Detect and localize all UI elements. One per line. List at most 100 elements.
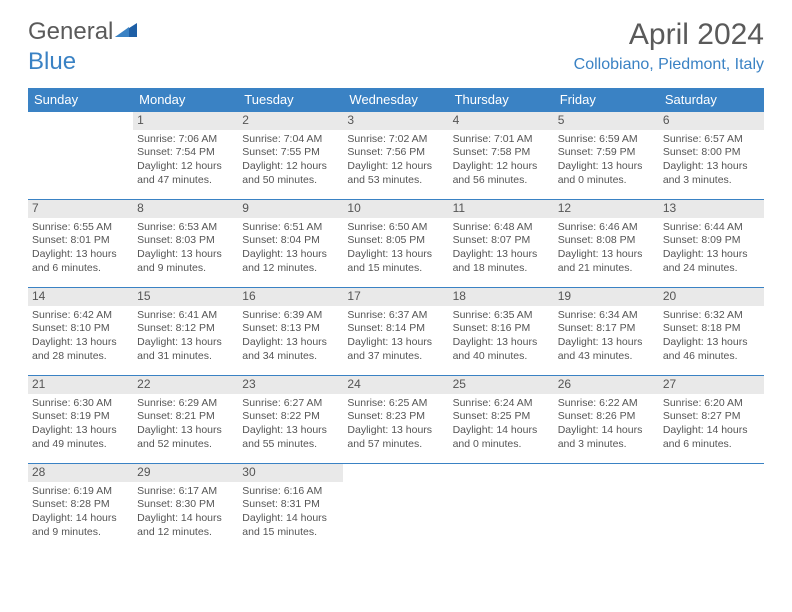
day-number: 13 xyxy=(659,200,764,218)
day-details: Sunrise: 6:22 AMSunset: 8:26 PMDaylight:… xyxy=(558,397,655,452)
calendar-cell xyxy=(28,112,133,200)
day-number: 25 xyxy=(449,376,554,394)
day-number: 19 xyxy=(554,288,659,306)
calendar-cell: 2Sunrise: 7:04 AMSunset: 7:55 PMDaylight… xyxy=(238,112,343,200)
day-details: Sunrise: 6:57 AMSunset: 8:00 PMDaylight:… xyxy=(663,133,760,188)
calendar-row: 21 Sunrise: 6:30 AMSunset: 8:19 PMDayligh… xyxy=(28,376,764,464)
calendar-cell: 4 Sunrise: 7:01 AMSunset: 7:58 PMDaylight… xyxy=(449,112,554,200)
logo-sub: Blue xyxy=(28,48,76,76)
calendar-cell: 27Sunrise: 6:20 AMSunset: 8:27 PMDayligh… xyxy=(659,376,764,464)
calendar-cell: 19 Sunrise: 6:34 AMSunset: 8:17 PMDayligh… xyxy=(554,288,659,376)
day-details: Sunrise: 6:46 AMSunset: 8:08 PMDaylight:… xyxy=(558,221,655,276)
day-details: Sunrise: 6:37 AMSunset: 8:14 PMDaylight:… xyxy=(347,309,444,364)
day-details: Sunrise: 6:30 AMSunset: 8:19 PMDaylight:… xyxy=(32,397,129,452)
day-number: 6 xyxy=(659,112,764,130)
logo: General xyxy=(28,18,137,46)
calendar-cell: 1 Sunrise: 7:06 AMSunset: 7:54 PMDaylight… xyxy=(133,112,238,200)
calendar-cell: 10Sunrise: 6:50 AMSunset: 8:05 PMDayligh… xyxy=(343,200,448,288)
calendar-cell: 11 Sunrise: 6:48 AMSunset: 8:07 PMDayligh… xyxy=(449,200,554,288)
day-details: Sunrise: 7:02 AMSunset: 7:56 PMDaylight:… xyxy=(347,133,444,188)
calendar-cell xyxy=(554,464,659,552)
calendar-cell: 8Sunrise: 6:53 AMSunset: 8:03 PMDaylight… xyxy=(133,200,238,288)
day-details: Sunrise: 6:20 AMSunset: 8:27 PMDaylight:… xyxy=(663,397,760,452)
day-number: 23 xyxy=(238,376,343,394)
day-details: Sunrise: 6:32 AMSunset: 8:18 PMDaylight:… xyxy=(663,309,760,364)
calendar-row: 28 Sunrise: 6:19 AMSunset: 8:28 PMDayligh… xyxy=(28,464,764,552)
calendar-cell: 22Sunrise: 6:29 AMSunset: 8:21 PMDayligh… xyxy=(133,376,238,464)
location-subtitle: Collobiano, Piedmont, Italy xyxy=(574,56,764,74)
day-details: Sunrise: 6:27 AMSunset: 8:22 PMDaylight:… xyxy=(242,397,339,452)
day-details: Sunrise: 7:01 AMSunset: 7:58 PMDaylight:… xyxy=(453,133,550,188)
day-number: 20 xyxy=(659,288,764,306)
day-number: 26 xyxy=(554,376,659,394)
day-number: 12 xyxy=(554,200,659,218)
calendar-cell: 9 Sunrise: 6:51 AMSunset: 8:04 PMDaylight… xyxy=(238,200,343,288)
calendar-body: 1 Sunrise: 7:06 AMSunset: 7:54 PMDaylight… xyxy=(28,112,764,552)
calendar-head: SundayMondayTuesdayWednesdayThursdayFrid… xyxy=(28,88,764,112)
day-details: Sunrise: 6:17 AMSunset: 8:30 PMDaylight:… xyxy=(137,485,234,540)
day-details: Sunrise: 6:19 AMSunset: 8:28 PMDaylight:… xyxy=(32,485,129,540)
calendar-cell: 29 Sunrise: 6:17 AMSunset: 8:30 PMDayligh… xyxy=(133,464,238,552)
weekday-header: Thursday xyxy=(449,88,554,112)
day-number: 11 xyxy=(449,200,554,218)
calendar-cell: 6 Sunrise: 6:57 AMSunset: 8:00 PMDaylight… xyxy=(659,112,764,200)
calendar-cell xyxy=(449,464,554,552)
day-details: Sunrise: 6:59 AMSunset: 7:59 PMDaylight:… xyxy=(558,133,655,188)
calendar-cell: 17 Sunrise: 6:37 AMSunset: 8:14 PMDayligh… xyxy=(343,288,448,376)
day-details: Sunrise: 7:06 AMSunset: 7:54 PMDaylight:… xyxy=(137,133,234,188)
day-details: Sunrise: 6:16 AMSunset: 8:31 PMDaylight:… xyxy=(242,485,339,540)
day-number: 4 xyxy=(449,112,554,130)
calendar-cell: 12 Sunrise: 6:46 AMSunset: 8:08 PMDayligh… xyxy=(554,200,659,288)
weekday-header: Monday xyxy=(133,88,238,112)
calendar-row: 7 Sunrise: 6:55 AMSunset: 8:01 PMDaylight… xyxy=(28,200,764,288)
calendar-cell: 21 Sunrise: 6:30 AMSunset: 8:19 PMDayligh… xyxy=(28,376,133,464)
day-number: 28 xyxy=(28,464,133,482)
calendar-cell: 7 Sunrise: 6:55 AMSunset: 8:01 PMDaylight… xyxy=(28,200,133,288)
calendar-cell: 24Sunrise: 6:25 AMSunset: 8:23 PMDayligh… xyxy=(343,376,448,464)
day-details: Sunrise: 6:53 AMSunset: 8:03 PMDaylight:… xyxy=(137,221,234,276)
month-title: April 2024 xyxy=(574,18,764,52)
weekday-header: Sunday xyxy=(28,88,133,112)
day-details: Sunrise: 6:25 AMSunset: 8:23 PMDaylight:… xyxy=(347,397,444,452)
day-number: 17 xyxy=(343,288,448,306)
day-number: 7 xyxy=(28,200,133,218)
header: General April 2024 Collobiano, Piedmont,… xyxy=(0,0,792,82)
calendar-cell: 14Sunrise: 6:42 AMSunset: 8:10 PMDayligh… xyxy=(28,288,133,376)
day-number: 21 xyxy=(28,376,133,394)
day-number: 15 xyxy=(133,288,238,306)
day-details: Sunrise: 6:55 AMSunset: 8:01 PMDaylight:… xyxy=(32,221,129,276)
calendar-cell xyxy=(659,464,764,552)
logo-text-general: General xyxy=(28,18,113,46)
weekday-header: Wednesday xyxy=(343,88,448,112)
day-details: Sunrise: 6:48 AMSunset: 8:07 PMDaylight:… xyxy=(453,221,550,276)
calendar-cell: 5 Sunrise: 6:59 AMSunset: 7:59 PMDaylight… xyxy=(554,112,659,200)
day-number: 1 xyxy=(133,112,238,130)
day-details: Sunrise: 6:29 AMSunset: 8:21 PMDaylight:… xyxy=(137,397,234,452)
day-number: 18 xyxy=(449,288,554,306)
day-details: Sunrise: 7:04 AMSunset: 7:55 PMDaylight:… xyxy=(242,133,339,188)
weekday-header: Tuesday xyxy=(238,88,343,112)
calendar-cell: 30 Sunrise: 6:16 AMSunset: 8:31 PMDayligh… xyxy=(238,464,343,552)
calendar-cell: 28 Sunrise: 6:19 AMSunset: 8:28 PMDayligh… xyxy=(28,464,133,552)
calendar-cell: 26 Sunrise: 6:22 AMSunset: 8:26 PMDayligh… xyxy=(554,376,659,464)
calendar-cell xyxy=(343,464,448,552)
day-number: 9 xyxy=(238,200,343,218)
logo-text-blue: Blue xyxy=(28,48,76,75)
day-details: Sunrise: 6:41 AMSunset: 8:12 PMDaylight:… xyxy=(137,309,234,364)
calendar-cell: 3Sunrise: 7:02 AMSunset: 7:56 PMDaylight… xyxy=(343,112,448,200)
day-number: 5 xyxy=(554,112,659,130)
calendar-row: 14Sunrise: 6:42 AMSunset: 8:10 PMDayligh… xyxy=(28,288,764,376)
calendar-cell: 15 Sunrise: 6:41 AMSunset: 8:12 PMDayligh… xyxy=(133,288,238,376)
day-details: Sunrise: 6:35 AMSunset: 8:16 PMDaylight:… xyxy=(453,309,550,364)
calendar-cell: 25Sunrise: 6:24 AMSunset: 8:25 PMDayligh… xyxy=(449,376,554,464)
day-number: 30 xyxy=(238,464,343,482)
calendar-table: SundayMondayTuesdayWednesdayThursdayFrid… xyxy=(28,88,764,552)
day-number: 16 xyxy=(238,288,343,306)
day-number: 29 xyxy=(133,464,238,482)
day-details: Sunrise: 6:34 AMSunset: 8:17 PMDaylight:… xyxy=(558,309,655,364)
calendar-cell: 18 Sunrise: 6:35 AMSunset: 8:16 PMDayligh… xyxy=(449,288,554,376)
day-details: Sunrise: 6:51 AMSunset: 8:04 PMDaylight:… xyxy=(242,221,339,276)
calendar-cell: 16Sunrise: 6:39 AMSunset: 8:13 PMDayligh… xyxy=(238,288,343,376)
title-block: April 2024 Collobiano, Piedmont, Italy xyxy=(574,18,764,74)
day-number: 14 xyxy=(28,288,133,306)
